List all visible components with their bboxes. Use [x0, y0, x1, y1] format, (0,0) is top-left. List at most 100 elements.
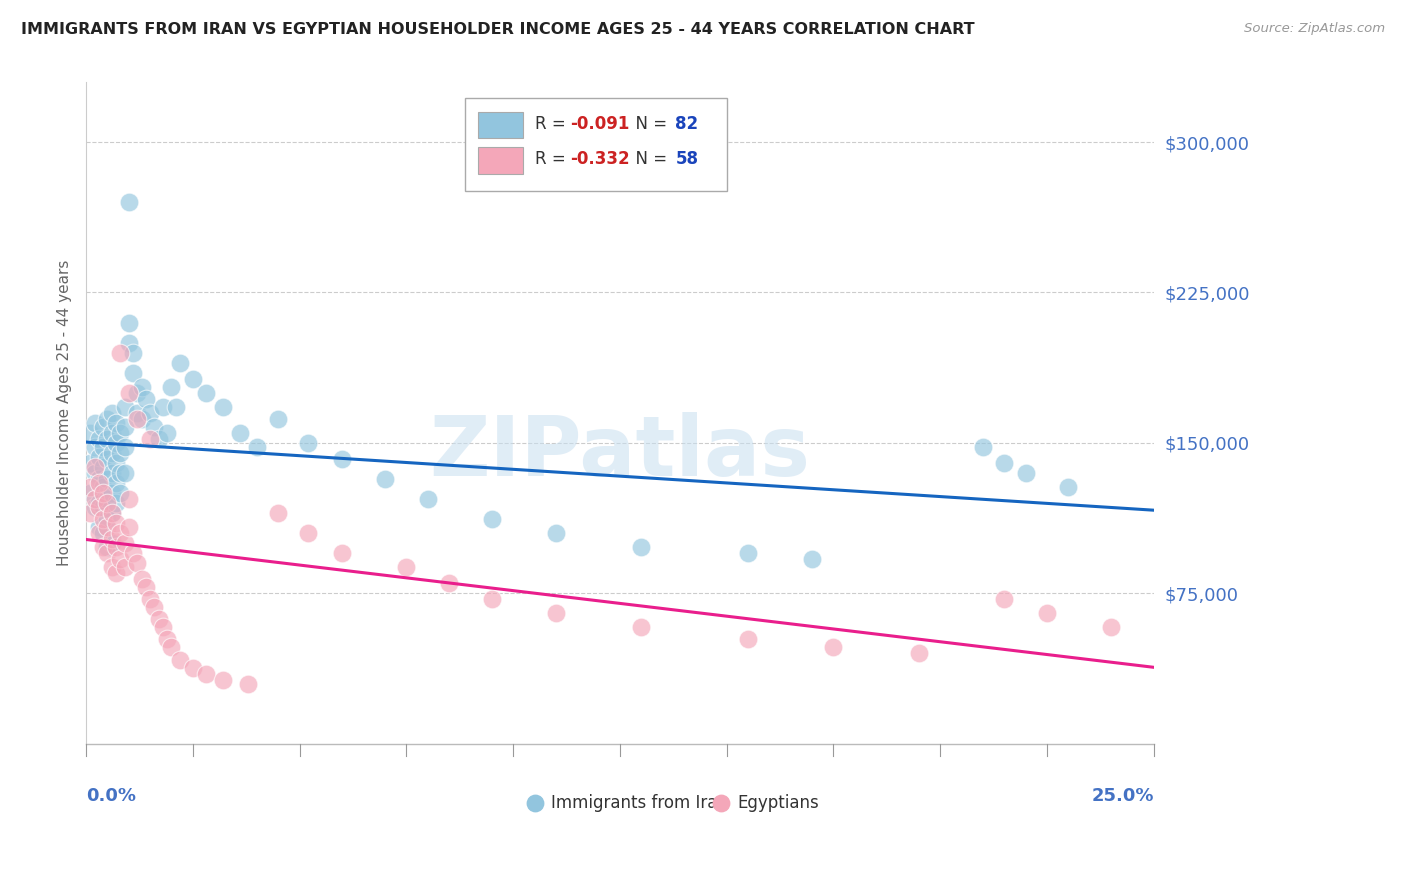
Point [165, 400, 187, 414]
Text: R =: R = [534, 114, 571, 133]
Point [395, 560, 418, 574]
Point [96, 520, 118, 534]
Point [114, 466, 136, 480]
Point [96, 540, 118, 554]
Point [148, 432, 170, 446]
Text: 58: 58 [675, 151, 699, 169]
Point [156, 632, 179, 647]
Point [152, 400, 174, 414]
Point [104, 516, 127, 530]
Point [91, 420, 114, 434]
Point [118, 520, 141, 534]
Point [169, 356, 191, 370]
Point [544, 607, 567, 621]
Point [83, 440, 105, 454]
Point [143, 420, 166, 434]
Point [79, 506, 101, 520]
Text: 82: 82 [675, 114, 699, 133]
Point [194, 666, 217, 681]
Point [114, 536, 136, 550]
Point [544, 526, 567, 541]
Point [148, 612, 170, 626]
Point [160, 640, 183, 655]
FancyBboxPatch shape [478, 147, 523, 174]
Text: -0.332: -0.332 [569, 151, 630, 169]
Point [122, 546, 145, 560]
Point [87, 500, 110, 514]
Point [156, 425, 179, 440]
Point [139, 592, 162, 607]
Point [87, 520, 110, 534]
Point [87, 475, 110, 490]
Point [110, 345, 132, 359]
Point [118, 335, 141, 350]
Text: N =: N = [626, 114, 672, 133]
Text: -0.091: -0.091 [569, 114, 628, 133]
Point [127, 412, 149, 426]
Point [96, 512, 118, 526]
Point [91, 440, 114, 454]
Point [972, 440, 994, 454]
Point [181, 372, 204, 386]
Text: 25.0%: 25.0% [1091, 787, 1154, 805]
Point [114, 560, 136, 574]
Point [118, 316, 141, 330]
Point [100, 532, 122, 546]
Point [481, 592, 503, 607]
Point [211, 400, 233, 414]
Point [139, 432, 162, 446]
Point [416, 491, 439, 506]
Point [91, 512, 114, 526]
Point [79, 425, 101, 440]
Point [246, 440, 269, 454]
Point [104, 416, 127, 430]
Point [91, 486, 114, 500]
Point [96, 472, 118, 486]
Point [143, 600, 166, 615]
FancyBboxPatch shape [465, 98, 727, 191]
Point [100, 536, 122, 550]
Point [122, 366, 145, 380]
Point [104, 566, 127, 581]
Text: 0.0%: 0.0% [86, 787, 136, 805]
Point [122, 345, 145, 359]
Point [297, 436, 319, 450]
Point [110, 486, 132, 500]
Point [104, 496, 127, 510]
Text: R =: R = [534, 151, 571, 169]
Point [79, 486, 101, 500]
Point [160, 380, 183, 394]
Point [118, 195, 141, 210]
Point [104, 456, 127, 470]
Point [79, 480, 101, 494]
Point [91, 500, 114, 514]
Point [100, 406, 122, 420]
Point [100, 506, 122, 520]
Point [630, 540, 652, 554]
Point [91, 480, 114, 494]
Point [104, 475, 127, 490]
Text: N =: N = [626, 151, 672, 169]
FancyBboxPatch shape [478, 112, 523, 138]
Point [131, 572, 153, 586]
Point [83, 500, 105, 514]
Point [135, 392, 157, 406]
Point [194, 385, 217, 400]
Point [181, 660, 204, 674]
Y-axis label: Householder Income Ages 25 - 44 years: Householder Income Ages 25 - 44 years [58, 260, 72, 566]
Point [83, 491, 105, 506]
Point [211, 673, 233, 687]
Point [267, 412, 290, 426]
Point [87, 496, 110, 510]
Point [169, 652, 191, 666]
Text: Source: ZipAtlas.com: Source: ZipAtlas.com [1244, 22, 1385, 36]
Point [104, 436, 127, 450]
Point [1036, 607, 1059, 621]
Point [96, 432, 118, 446]
Point [1014, 466, 1036, 480]
Point [1057, 480, 1080, 494]
Point [131, 412, 153, 426]
Point [127, 385, 149, 400]
Point [87, 526, 110, 541]
Point [79, 456, 101, 470]
